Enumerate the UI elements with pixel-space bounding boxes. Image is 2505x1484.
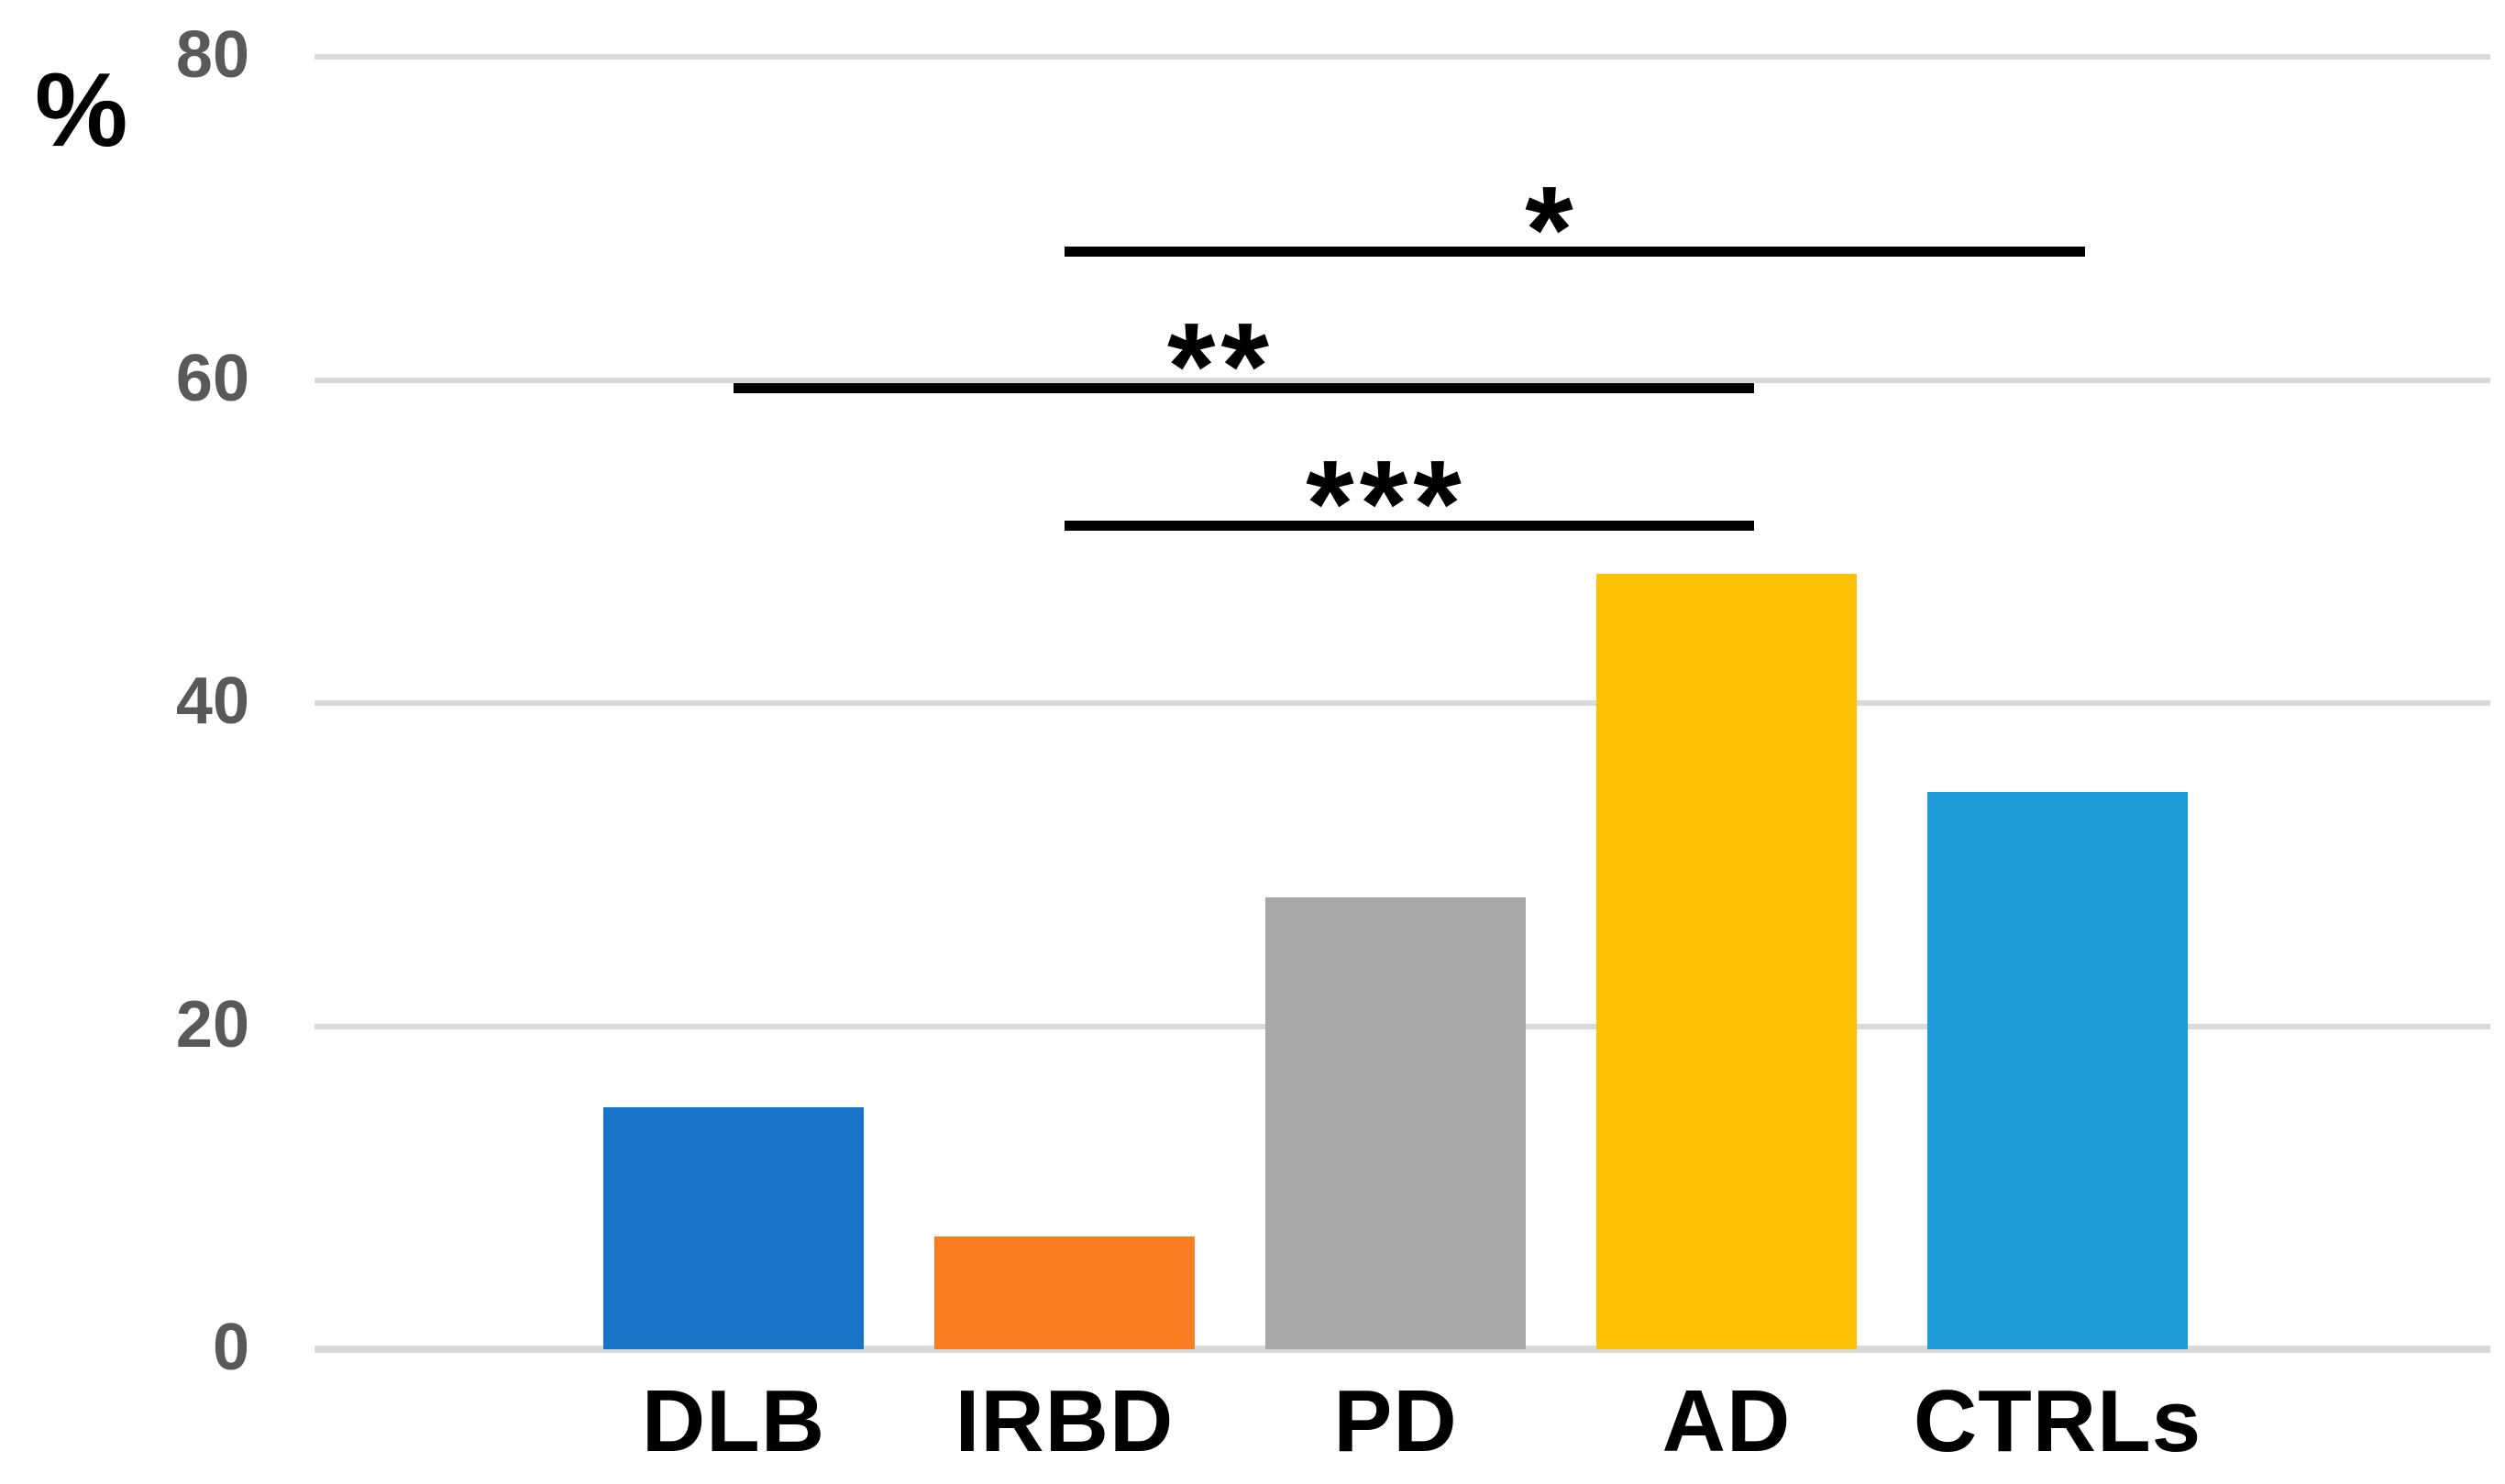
x-axis-label-AD: AD [1661, 1372, 1792, 1470]
significance-line-DLB-AD [734, 383, 1754, 394]
bar-DLB [603, 1106, 864, 1349]
x-axis-label-PD: PD [1333, 1372, 1458, 1470]
x-axis-label-DLB: DLB [641, 1372, 826, 1470]
significance-stars-DLB-AD: ** [1166, 297, 1275, 436]
gridline-60 [315, 377, 2490, 383]
x-axis-label-IRBD: IRBD [955, 1372, 1175, 1470]
bar-AD [1596, 574, 1857, 1349]
y-tick-label-40: 40 [175, 665, 249, 738]
x-axis-line [315, 1346, 2490, 1353]
y-tick-label-20: 20 [175, 987, 249, 1061]
bar-PD [1265, 896, 1526, 1349]
gridline-80 [315, 54, 2490, 60]
gridline-40 [315, 700, 2490, 706]
bar-CTRLs [1927, 791, 2188, 1349]
significance-stars-IRBD-CTRLs: * [1525, 159, 1579, 299]
y-tick-label-0: 0 [212, 1311, 249, 1384]
x-axis-label-CTRLs: CTRLs [1913, 1372, 2202, 1470]
y-axis-unit-label: % [35, 52, 128, 169]
significance-stars-IRBD-AD: *** [1306, 434, 1467, 574]
significance-line-IRBD-CTRLs [1065, 246, 2085, 257]
y-tick-label-80: 80 [175, 18, 249, 92]
bar-IRBD [934, 1236, 1195, 1349]
significance-line-IRBD-AD [1065, 521, 1754, 532]
y-tick-label-60: 60 [175, 341, 249, 415]
